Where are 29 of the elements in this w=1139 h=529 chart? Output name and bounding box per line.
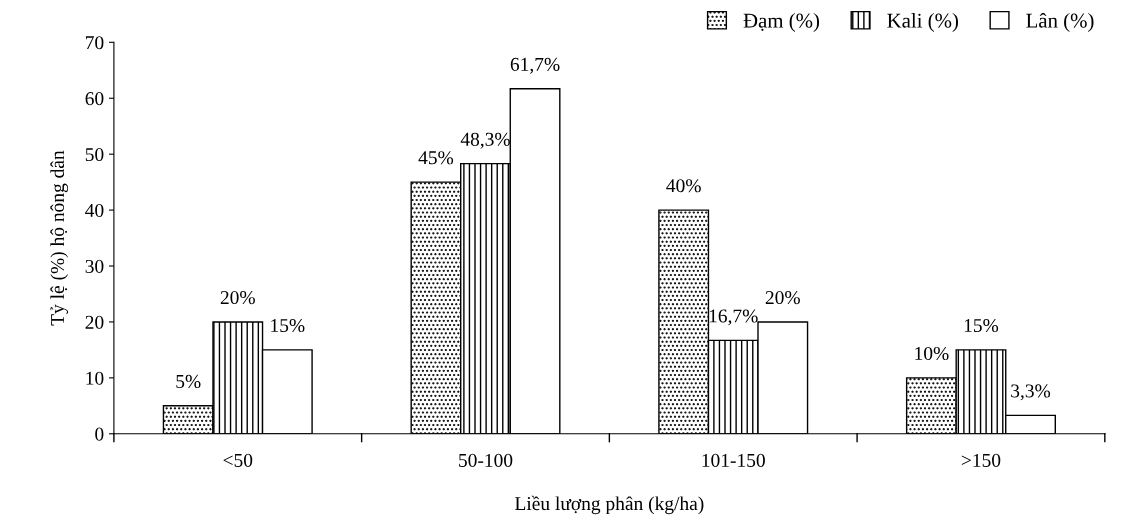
data-label: 48,3% [460,132,510,149]
legend-label: Lân (%) [1026,12,1094,32]
x-tick-label: 50-100 [459,453,513,467]
y-tick-label: 50 [85,147,104,162]
legend-label: Đạm (%) [743,13,820,32]
data-label: 20% [765,290,800,305]
y-tick-label: 20 [85,315,104,329]
data-label: 20% [220,290,255,305]
data-label: 61,7% [510,57,560,74]
data-label: 3,3% [1011,384,1051,401]
x-tick-label: >150 [961,453,1001,467]
data-label: 45% [418,151,454,165]
x-tick-label: <50 [223,453,253,467]
data-label: 15% [271,318,305,333]
y-tick-label: 30 [85,259,104,273]
data-label: 16,7% [709,309,758,326]
data-label: 5% [176,374,201,389]
y-tick-label: 10 [86,371,104,385]
y-tick-label: 40 [85,203,104,218]
y-tick-label: 60 [85,92,104,106]
data-label: 15% [964,318,999,333]
x-tick-label: 101-150 [702,453,765,467]
data-label: 10% [915,346,949,361]
data-label: 40% [666,179,701,193]
legend-label: Kali (%) [887,13,959,32]
x-axis-title: Liều lượng phân (kg/ha) [515,495,704,515]
y-axis-title: Tỷ lệ (%) hộ nông dân [50,150,69,326]
y-tick-label: 70 [86,36,104,50]
y-tick-label: 0 [95,427,104,441]
